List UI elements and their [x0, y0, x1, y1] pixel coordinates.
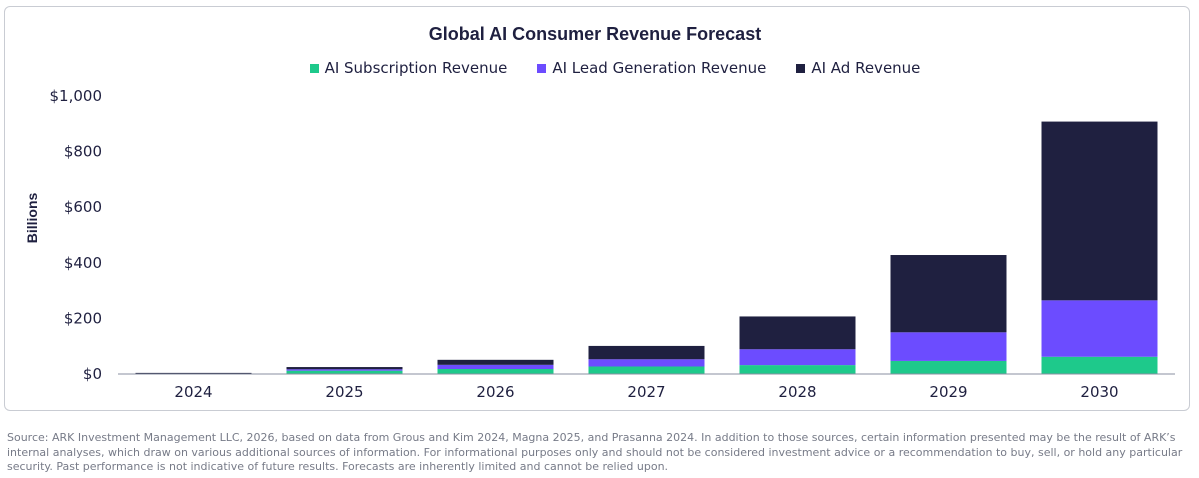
x-tick-label: 2024: [174, 383, 212, 401]
bars: [135, 121, 1158, 375]
bar-segment: [739, 365, 856, 374]
y-axis-label: Billions: [24, 193, 40, 244]
y-tick-label: $0: [83, 365, 102, 383]
bar-segment: [739, 349, 856, 366]
bar-segment: [286, 367, 403, 370]
bar-segment: [437, 364, 554, 369]
y-tick-label: $1,000: [50, 87, 103, 105]
legend-label-subscription: AI Subscription Revenue: [324, 59, 508, 77]
bar-segment: [588, 345, 705, 360]
chart-legend: AI Subscription Revenue AI Lead Generati…: [0, 59, 1199, 77]
bar-segment: [286, 370, 403, 374]
bar-segment: [135, 372, 252, 374]
legend-swatch-ad: [796, 63, 806, 73]
legend-item-lead-generation: AI Lead Generation Revenue: [537, 59, 766, 77]
legend-item-ad: AI Ad Revenue: [796, 59, 920, 77]
legend-item-subscription: AI Subscription Revenue: [309, 59, 508, 77]
y-tick-label: $200: [64, 309, 102, 327]
bar-segment: [286, 369, 403, 371]
x-tick-label: 2027: [627, 383, 665, 401]
bar-segment: [890, 360, 1007, 374]
y-tick-label: $400: [64, 254, 102, 272]
bar-segment: [588, 366, 705, 374]
y-tick-label: $800: [64, 143, 102, 161]
x-tick-label: 2030: [1080, 383, 1118, 401]
x-tick-label: 2026: [476, 383, 514, 401]
bar-segment: [1041, 121, 1158, 301]
legend-swatch-subscription: [309, 63, 319, 73]
stacked-bar-chart: $0$200$400$600$800$1,000 2024 2025 2026 202…: [24, 87, 1175, 401]
x-tick-label: 2029: [929, 383, 967, 401]
bar-segment: [1041, 356, 1158, 374]
source-note: Source: ARK Investment Management LLC, 2…: [7, 431, 1183, 473]
y-axis-ticks: $0 $200 $400 $600 $800 $1,000: [50, 87, 103, 383]
x-tick-label: 2028: [778, 383, 816, 401]
x-tick-label: 2025: [325, 383, 363, 401]
y-tick-label: $600: [64, 198, 102, 216]
legend-label-ad: AI Ad Revenue: [811, 59, 921, 77]
legend-label-lead-generation: AI Lead Generation Revenue: [552, 59, 767, 77]
bar-segment: [1041, 300, 1158, 357]
bar-segment: [437, 368, 554, 374]
bar-segment: [739, 316, 856, 350]
bar-segment: [890, 332, 1007, 361]
bar-segment: [890, 255, 1007, 333]
legend-swatch-lead-generation: [537, 63, 547, 73]
bar-segment: [437, 359, 554, 365]
x-axis-ticks: 2024 2025 2026 2027 2028 2029 2030: [174, 383, 1118, 401]
bar-segment: [588, 359, 705, 367]
chart-title: Global AI Consumer Revenue Forecast: [428, 24, 762, 44]
